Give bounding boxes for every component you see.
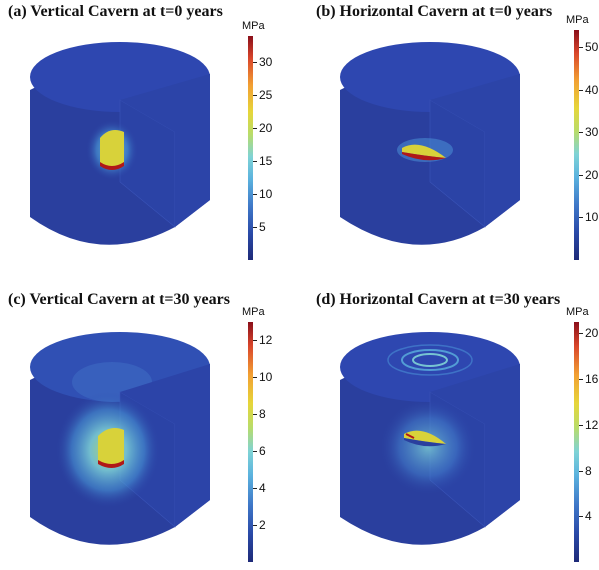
- colorbar-tick-label: 15: [259, 154, 273, 168]
- panel-d-cavern-model: [340, 332, 520, 545]
- colorbar-tick-label: 12: [585, 418, 599, 432]
- colorbar-tick-label: 12: [259, 333, 273, 347]
- colorbar-tick: [253, 414, 257, 415]
- panel-b-colorbar-unit: MPa: [566, 14, 589, 26]
- colorbar-tick: [253, 161, 257, 162]
- colorbar-tick-label: 20: [585, 326, 599, 340]
- colorbar-tick-label: 40: [585, 83, 599, 97]
- colorbar-tick: [579, 175, 583, 176]
- colorbar-tick: [579, 132, 583, 133]
- panel-d-colorbar: [574, 322, 579, 562]
- colorbar-tick-label: 20: [585, 168, 599, 182]
- colorbar-tick: [253, 62, 257, 63]
- colorbar-tick-label: 4: [585, 509, 592, 523]
- colorbar-tick: [253, 194, 257, 195]
- colorbar-tick-label: 8: [585, 464, 592, 478]
- colorbar-tick: [579, 47, 583, 48]
- panel-b-cavern-model: [340, 42, 520, 245]
- colorbar-tick: [579, 425, 583, 426]
- panel-d-title: (d) Horizontal Cavern at t=30 years: [316, 291, 561, 308]
- colorbar-tick: [579, 217, 583, 218]
- panel-a-colorbar: [248, 36, 253, 260]
- colorbar-tick: [253, 95, 257, 96]
- colorbar-tick: [579, 516, 583, 517]
- colorbar-tick: [253, 488, 257, 489]
- colorbar-tick: [579, 379, 583, 380]
- colorbar-tick-label: 5: [259, 220, 266, 234]
- colorbar-tick: [253, 128, 257, 129]
- panel-c-cavern-model: [30, 332, 210, 545]
- colorbar-tick-label: 10: [259, 187, 273, 201]
- panel-c-colorbar-unit: MPa: [242, 306, 265, 318]
- colorbar-tick-label: 2: [259, 518, 266, 532]
- panel-b-colorbar: [574, 30, 579, 260]
- colorbar-tick-label: 8: [259, 407, 266, 421]
- panel-b-title: (b) Horizontal Cavern at t=0 years: [316, 3, 553, 20]
- colorbar-tick-label: 16: [585, 372, 599, 386]
- colorbar-tick: [253, 525, 257, 526]
- colorbar-tick-label: 10: [585, 210, 599, 224]
- colorbar-tick: [253, 340, 257, 341]
- colorbar-tick-label: 6: [259, 444, 266, 458]
- panel-a-colorbar-unit: MPa: [242, 20, 265, 32]
- colorbar-tick-label: 20: [259, 121, 273, 135]
- colorbar-tick: [579, 333, 583, 334]
- colorbar-tick-label: 10: [259, 370, 273, 384]
- colorbar-tick: [253, 227, 257, 228]
- colorbar-tick-label: 50: [585, 40, 599, 54]
- colorbar-tick-label: 4: [259, 481, 266, 495]
- colorbar-tick: [579, 471, 583, 472]
- colorbar-tick: [253, 451, 257, 452]
- colorbar-tick-label: 30: [259, 55, 273, 69]
- panel-c-colorbar: [248, 322, 253, 562]
- colorbar-tick: [253, 377, 257, 378]
- colorbar-tick: [579, 90, 583, 91]
- colorbar-tick-label: 30: [585, 125, 599, 139]
- panel-c-title: (c) Vertical Cavern at t=30 years: [8, 291, 230, 308]
- panel-a-cavern-model: [30, 42, 210, 245]
- panel-a-title: (a) Vertical Cavern at t=0 years: [8, 3, 223, 20]
- colorbar-tick-label: 25: [259, 88, 273, 102]
- panel-d-colorbar-unit: MPa: [566, 306, 589, 318]
